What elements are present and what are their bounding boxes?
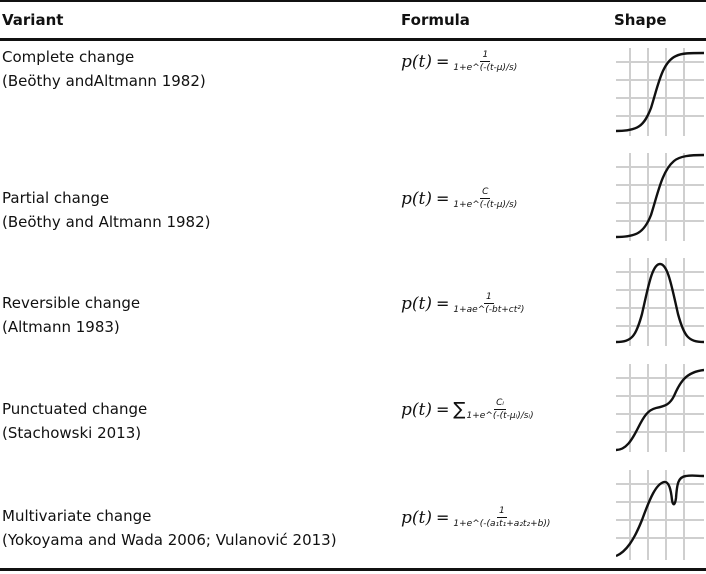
- table-bottom-rule: [0, 568, 706, 571]
- formula-denominator: 1+ae^(-bt+ct²): [453, 305, 525, 315]
- header-shape: Shape: [614, 11, 667, 29]
- header-rule: [0, 38, 706, 41]
- formula-numerator: 1: [484, 292, 494, 304]
- formula: p(t) = ∑ Cᵢ 1+e^(-(t-μᵢ)/sᵢ): [401, 398, 534, 421]
- formula-denominator: 1+e^(-(t-μᵢ)/sᵢ): [466, 411, 534, 421]
- formula-lhs: p(t): [401, 293, 432, 314]
- formula-sum-symbol: ∑: [453, 399, 466, 420]
- variant-citation: (Beöthy andAltmann 1982): [2, 72, 206, 90]
- formula-numerator: C: [480, 187, 491, 199]
- variant-citation: (Stachowski 2013): [2, 424, 142, 442]
- variant-citation: (Yokoyama and Wada 2006; Vulanović 2013): [2, 531, 337, 549]
- formula-fraction: 1 1+e^(-(t-μ)/s): [453, 50, 517, 73]
- formula-equals: =: [435, 508, 450, 527]
- formula-lhs: p(t): [401, 188, 432, 209]
- variant-name: Punctuated change: [2, 400, 148, 418]
- formula-equals: =: [435, 189, 450, 208]
- header-variant: Variant: [2, 11, 64, 29]
- formula-fraction: C 1+e^(-(t-μ)/s): [453, 187, 517, 210]
- header-formula: Formula: [401, 11, 470, 29]
- formula-denominator: 1+e^(-(t-μ)/s): [453, 200, 518, 210]
- variant-name: Reversible change: [2, 294, 141, 312]
- formula-fraction: 1 1+ae^(-bt+ct²): [453, 292, 524, 315]
- formula-denominator: 1+e^(-(t-μ)/s): [453, 63, 518, 73]
- formula-numerator: Cᵢ: [494, 398, 507, 410]
- formula-equals: =: [435, 52, 450, 71]
- formula-lhs: p(t): [401, 507, 432, 528]
- complete-change-curve-icon: [616, 48, 704, 136]
- formula: p(t) = C 1+e^(-(t-μ)/s): [401, 187, 517, 210]
- variant-name: Complete change: [2, 48, 135, 66]
- multivariate-change-curve-icon: [616, 470, 704, 560]
- formula-numerator: 1: [480, 50, 491, 62]
- table-top-rule: [0, 0, 706, 2]
- formula-lhs: p(t): [401, 51, 432, 72]
- variant-name: Partial change: [2, 189, 110, 207]
- punctuated-change-curve-icon: [616, 364, 704, 452]
- formula-numerator: 1: [497, 506, 507, 518]
- formula: p(t) = 1 1+e^(-(t-μ)/s): [401, 50, 517, 73]
- variant-citation: (Beöthy and Altmann 1982): [2, 213, 211, 231]
- reversible-change-curve-icon: [616, 258, 704, 346]
- formula-fraction: Cᵢ 1+e^(-(t-μᵢ)/sᵢ): [467, 398, 534, 421]
- partial-change-curve-icon: [616, 153, 704, 241]
- formula-denominator: 1+e^(-(a₁t₁+a₂t₂+b)): [453, 519, 551, 529]
- formula-equals: =: [435, 294, 450, 313]
- formula-lhs: p(t): [401, 399, 432, 420]
- formula-fraction: 1 1+e^(-(a₁t₁+a₂t₂+b)): [453, 506, 550, 529]
- formula: p(t) = 1 1+ae^(-bt+ct²): [401, 292, 524, 315]
- formula: p(t) = 1 1+e^(-(a₁t₁+a₂t₂+b)): [401, 506, 550, 529]
- variant-citation: (Altmann 1983): [2, 318, 120, 336]
- formula-equals: =: [435, 400, 450, 419]
- variant-name: Multivariate change: [2, 507, 152, 525]
